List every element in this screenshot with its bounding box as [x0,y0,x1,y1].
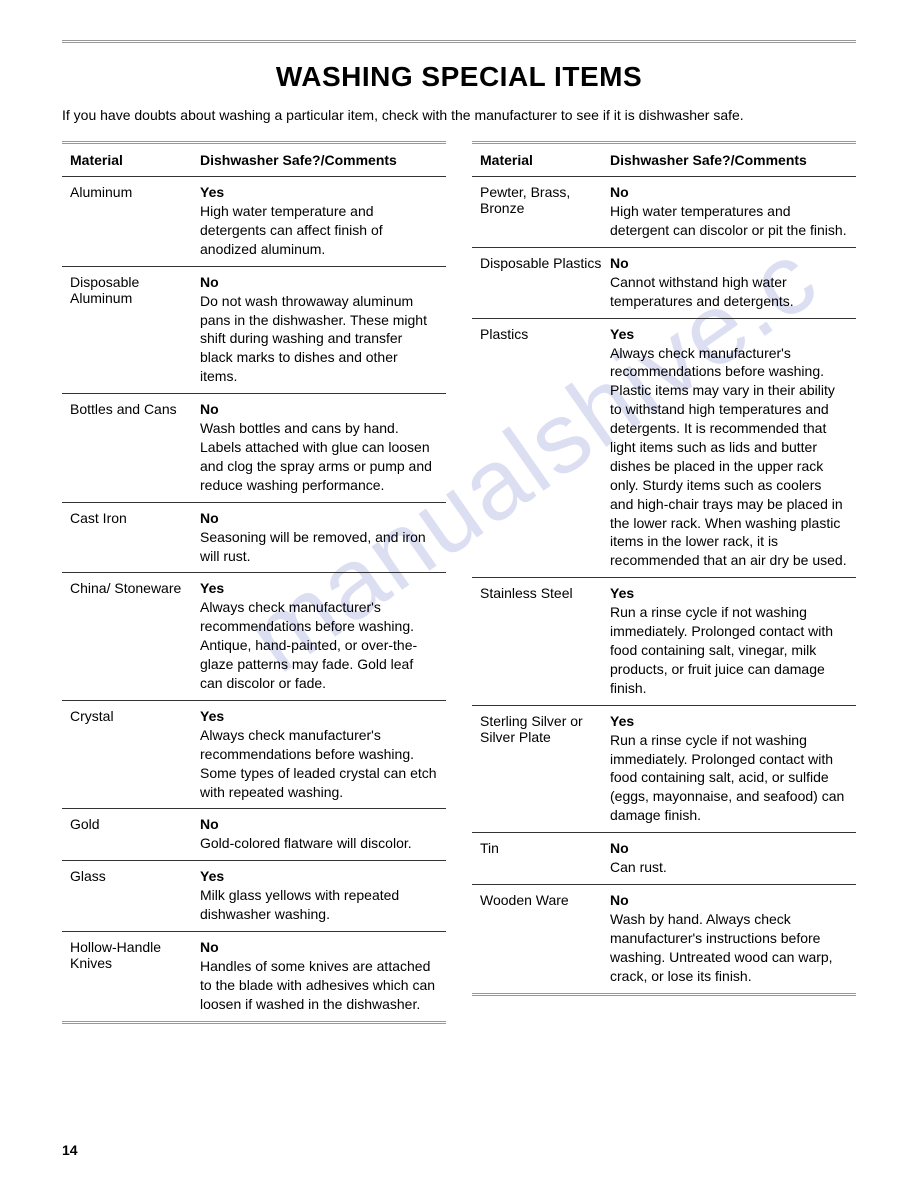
material-cell: Sterling Silver or Silver Plate [480,713,610,825]
table-row: Cast IronNo Seasoning will be removed, an… [62,503,446,574]
comments-cell: No Wash by hand. Always check manufacture… [610,892,848,986]
table-row: Stainless SteelYes Run a rinse cycle if n… [472,578,856,705]
material-cell: Crystal [70,708,200,802]
safe-answer: Yes [200,580,438,596]
safe-answer: Yes [610,713,848,729]
comment-text: High water temperature and detergents ca… [200,203,383,257]
table-row: TinNo Can rust. [472,833,856,885]
left-table: Material Dishwasher Safe?/Comments Alumi… [62,141,446,1024]
left-column: Material Dishwasher Safe?/Comments Alumi… [62,141,446,1024]
page-number: 14 [62,1142,78,1158]
table-row: CrystalYes Always check manufacturer's re… [62,701,446,810]
comment-text: Always check manufacturer's recommendati… [610,345,847,569]
right-table: Material Dishwasher Safe?/Comments Pewte… [472,141,856,996]
table-row: Disposable PlasticsNo Cannot withstand hi… [472,248,856,319]
comment-text: Cannot withstand high water temperatures… [610,274,794,309]
safe-answer: No [610,840,848,856]
comment-text: Gold-colored flatware will discolor. [200,835,412,851]
material-cell: Disposable Plastics [480,255,610,311]
comments-cell: No Can rust. [610,840,848,877]
material-cell: Bottles and Cans [70,401,200,495]
material-cell: Stainless Steel [480,585,610,697]
header-comments: Dishwasher Safe?/Comments [200,152,438,168]
header-material: Material [480,152,610,168]
table-row: Disposable AluminumNo Do not wash throwaw… [62,267,446,394]
header-material: Material [70,152,200,168]
comment-text: Handles of some knives are attached to t… [200,958,435,1012]
table-header-row: Material Dishwasher Safe?/Comments [62,141,446,177]
material-cell: China/ Stoneware [70,580,200,692]
safe-answer: No [200,510,438,526]
material-cell: Tin [480,840,610,877]
comment-text: High water temperatures and detergent ca… [610,203,847,238]
page-title: WASHING SPECIAL ITEMS [62,61,856,93]
comment-text: Run a rinse cycle if not washing immedia… [610,604,833,696]
comment-text: Do not wash throwaway aluminum pans in t… [200,293,427,385]
table-row: Hollow-Handle KnivesNo Handles of some kn… [62,932,446,1024]
comments-cell: No Cannot withstand high water temperatur… [610,255,848,311]
safe-answer: Yes [200,708,438,724]
table-row: Sterling Silver or Silver PlateYes Run a … [472,706,856,833]
table-row: China/ StonewareYes Always check manufact… [62,573,446,700]
top-border [62,40,856,43]
table-row: GlassYes Milk glass yellows with repeated… [62,861,446,932]
header-comments: Dishwasher Safe?/Comments [610,152,848,168]
table-row: GoldNo Gold-colored flatware will discolo… [62,809,446,861]
material-cell: Cast Iron [70,510,200,566]
safe-answer: Yes [610,585,848,601]
table-row: Bottles and CansNo Wash bottles and cans … [62,394,446,503]
comments-cell: No Do not wash throwaway aluminum pans in… [200,274,438,386]
columns-container: Material Dishwasher Safe?/Comments Alumi… [62,141,856,1024]
comments-cell: Yes High water temperature and detergents… [200,184,438,259]
comments-cell: Yes Always check manufacturer's recommend… [200,580,438,692]
comment-text: Wash bottles and cans by hand. Labels at… [200,420,432,493]
safe-answer: No [200,939,438,955]
comments-cell: No Handles of some knives are attached to… [200,939,438,1014]
safe-answer: No [610,255,848,271]
material-cell: Plastics [480,326,610,571]
table-header-row: Material Dishwasher Safe?/Comments [472,141,856,177]
material-cell: Hollow-Handle Knives [70,939,200,1014]
table-row: Wooden WareNo Wash by hand. Always check … [472,885,856,996]
safe-answer: No [200,274,438,290]
comment-text: Can rust. [610,859,667,875]
material-cell: Disposable Aluminum [70,274,200,386]
safe-answer: Yes [200,184,438,200]
table-row: Pewter, Brass, BronzeNo High water temper… [472,177,856,248]
comments-cell: No High water temperatures and detergent … [610,184,848,240]
comment-text: Always check manufacturer's recommendati… [200,599,417,691]
material-cell: Pewter, Brass, Bronze [480,184,610,240]
safe-answer: No [610,184,848,200]
comment-text: Milk glass yellows with repeated dishwas… [200,887,399,922]
comments-cell: No Seasoning will be removed, and iron wi… [200,510,438,566]
comment-text: Always check manufacturer's recommendati… [200,727,437,800]
comments-cell: Yes Always check manufacturer's recommend… [200,708,438,802]
safe-answer: Yes [610,326,848,342]
comments-cell: No Wash bottles and cans by hand. Labels … [200,401,438,495]
table-row: PlasticsYes Always check manufacturer's r… [472,319,856,579]
comments-cell: Yes Milk glass yellows with repeated dish… [200,868,438,924]
comments-cell: Yes Always check manufacturer's recommend… [610,326,848,571]
intro-text: If you have doubts about washing a parti… [62,107,856,123]
comments-cell: Yes Run a rinse cycle if not washing imme… [610,585,848,697]
safe-answer: Yes [200,868,438,884]
comments-cell: Yes Run a rinse cycle if not washing imme… [610,713,848,825]
table-row: AluminumYes High water temperature and de… [62,177,446,267]
comment-text: Wash by hand. Always check manufacturer'… [610,911,833,984]
safe-answer: No [610,892,848,908]
comments-cell: No Gold-colored flatware will discolor. [200,816,438,853]
material-cell: Aluminum [70,184,200,259]
comment-text: Seasoning will be removed, and iron will… [200,529,426,564]
safe-answer: No [200,816,438,832]
safe-answer: No [200,401,438,417]
material-cell: Wooden Ware [480,892,610,986]
right-column: Material Dishwasher Safe?/Comments Pewte… [472,141,856,1024]
comment-text: Run a rinse cycle if not washing immedia… [610,732,844,824]
material-cell: Gold [70,816,200,853]
material-cell: Glass [70,868,200,924]
